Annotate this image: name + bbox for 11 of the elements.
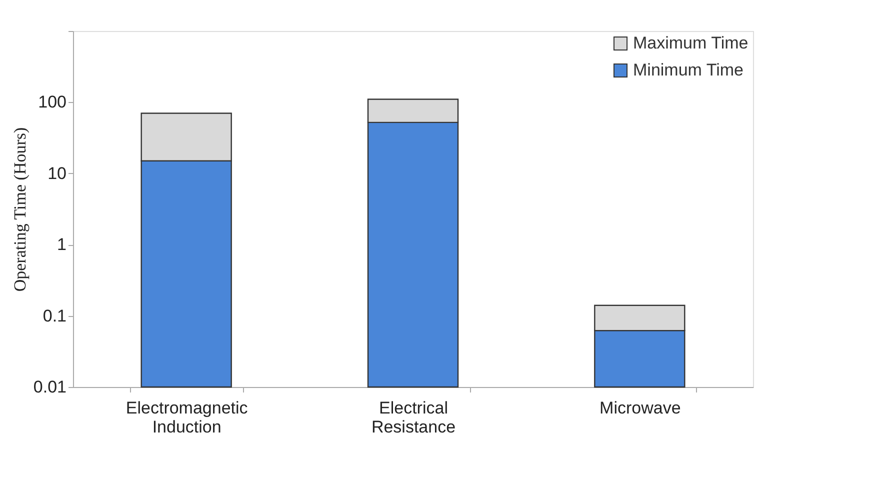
y-tick-label: 1 <box>57 235 66 254</box>
legend-label: Minimum Time <box>633 60 744 80</box>
x-tick-label: Electrical Resistance <box>371 398 456 436</box>
y-tick-label: 100 <box>38 92 66 112</box>
x-tick-label: Electromagnetic Induction <box>126 398 248 436</box>
y-tick-label: 0.1 <box>42 306 66 326</box>
legend-label: Maximum Time <box>633 34 748 52</box>
y-axis-title: Operating Time (Hours) <box>10 127 30 292</box>
y-tick-label: 0.01 <box>33 378 66 396</box>
y-tick-label: 10 <box>48 164 66 183</box>
x-tick-label: Microwave <box>600 398 681 418</box>
